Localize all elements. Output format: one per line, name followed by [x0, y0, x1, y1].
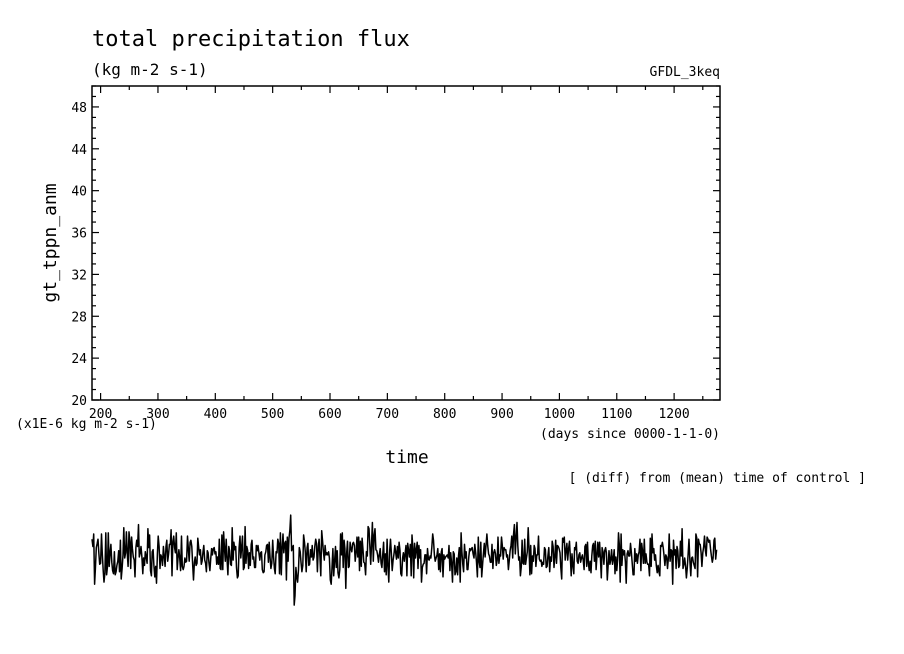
x-tick-label: 900	[490, 407, 513, 422]
x-axis-label: time	[385, 447, 428, 468]
y-tick-label: 20	[71, 394, 87, 409]
x-axis-unit: (days since 0000-1-1-0)	[540, 427, 720, 442]
x-tick-label: 1100	[601, 407, 632, 422]
series-line	[91, 514, 718, 606]
y-axis: 20 24 28 32 36 40 44 48	[71, 85, 720, 409]
x-tick-label: 400	[204, 407, 227, 422]
x-axis: 200 300 400 500 600 700 800 900 1000 1100 1200	[89, 86, 704, 422]
x-tick-label: 300	[146, 407, 169, 422]
y-tick-label: 28	[71, 310, 87, 325]
y-tick-label: 32	[71, 268, 87, 283]
x-tick-label: 700	[376, 407, 399, 422]
y-scale-note: (x1E-6 kg m-2 s-1)	[16, 417, 157, 432]
y-tick-label: 24	[71, 352, 87, 367]
x-tick-label: 200	[89, 407, 112, 422]
x-tick-label: 500	[261, 407, 284, 422]
plot-frame	[91, 85, 721, 401]
y-tick-label: 48	[71, 101, 87, 116]
x-tick-label: 1200	[658, 407, 689, 422]
x-tick-label: 1000	[544, 407, 575, 422]
chart-subtitle: (kg m-2 s-1)	[92, 60, 208, 79]
y-axis-label: gt_tppn_anm	[40, 183, 61, 302]
y-tick-label: 40	[71, 185, 87, 200]
experiment-label: GFDL_3keq	[650, 65, 720, 80]
footnote: [ (diff) from (mean) time of control ]	[569, 471, 866, 486]
y-tick-label: 36	[71, 227, 87, 242]
y-tick-label: 44	[71, 143, 87, 158]
x-tick-label: 600	[318, 407, 341, 422]
x-tick-label: 800	[433, 407, 456, 422]
chart-title: total precipitation flux	[92, 27, 410, 52]
